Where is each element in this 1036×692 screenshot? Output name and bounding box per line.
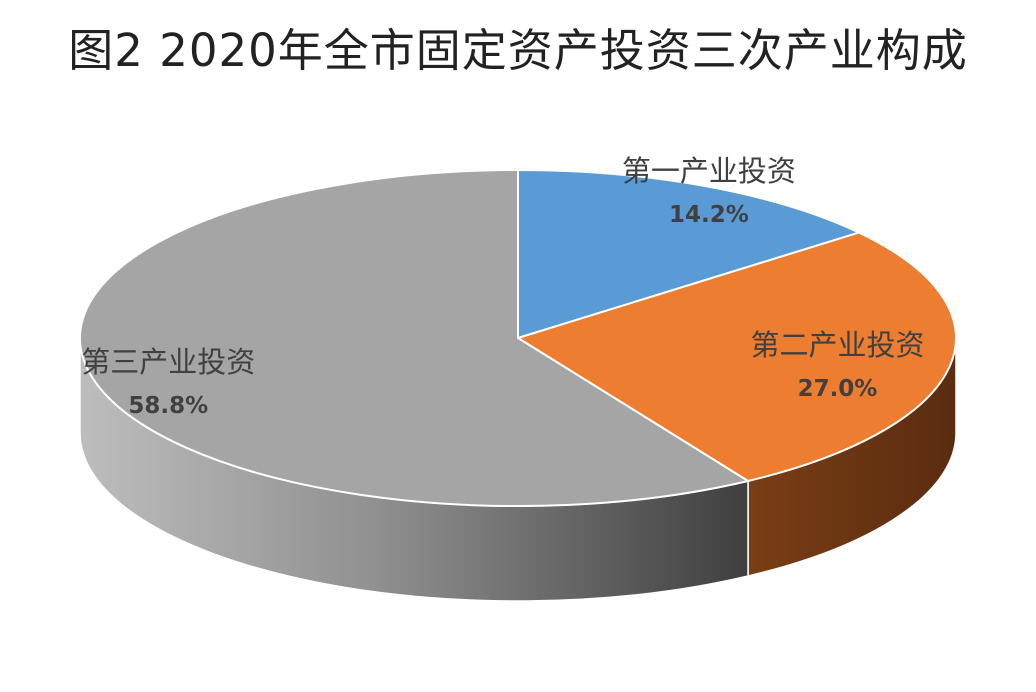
slice-value-primary: 14.2% (669, 202, 749, 228)
pie-slice-primary (517, 168, 862, 340)
slice-value-secondary: 27.0% (798, 376, 878, 402)
slice-label-tertiary: 第三产业投资 (81, 345, 255, 379)
pie-slice-tertiary (79, 168, 751, 507)
chart-title: 图2 2020年全市固定资产投资三次产业构成 (68, 24, 968, 77)
slice-label-secondary: 第二产业投资 (750, 328, 924, 362)
slice-label-primary: 第一产业投资 (622, 154, 796, 188)
slice-value-tertiary: 58.8% (128, 393, 208, 419)
pie-slice-secondary (515, 231, 957, 483)
